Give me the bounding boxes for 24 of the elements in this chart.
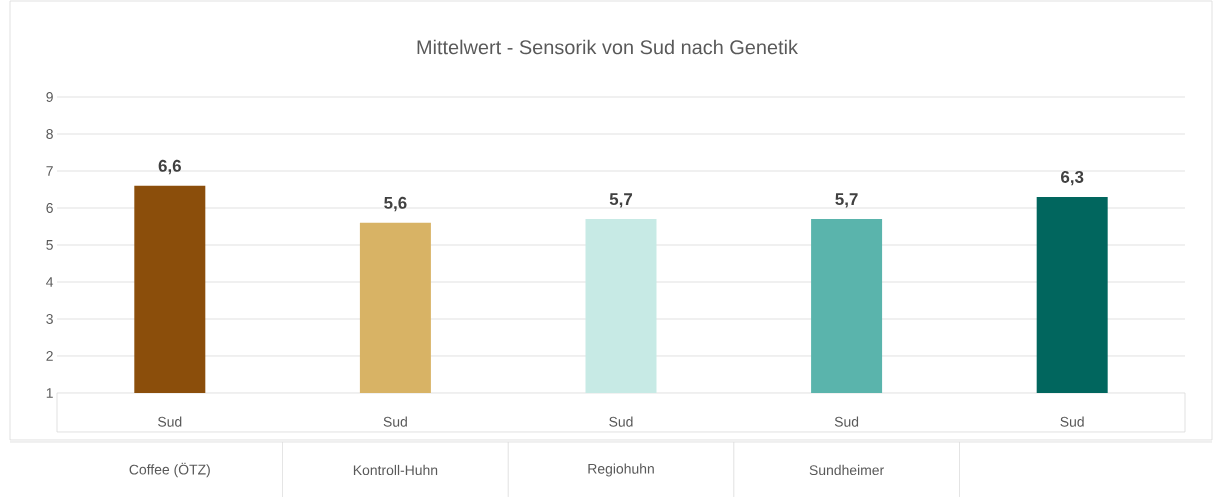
x-tick-label: Kontroll-Huhn — [353, 464, 438, 476]
y-tick-label: 5 — [46, 240, 53, 250]
text: Sud — [1060, 416, 1084, 427]
text: Sud — [383, 416, 407, 427]
data-label: 6,6 — [158, 159, 181, 175]
y-tick-label: 4 — [46, 277, 54, 287]
data-label: 6,3 — [1061, 170, 1084, 186]
y-tick-label: 7 — [46, 166, 53, 176]
y-tick-label: 3 — [46, 314, 53, 324]
x-tick-label: Regiohuhn — [588, 463, 654, 477]
series-label: Sud — [158, 416, 182, 427]
data-label: 5,7 — [609, 193, 633, 208]
text: Sud — [834, 416, 859, 427]
y-tick-label: 1 — [46, 388, 53, 398]
text: Sud — [609, 416, 633, 427]
data-label: 5,7 — [835, 193, 858, 208]
data-label: 5,6 — [384, 196, 407, 212]
chart-title: Mittelwert - Sensorik von Sud nach Genetik — [417, 39, 798, 55]
y-tick-label: 6 — [46, 203, 53, 213]
x-tick-label: Coffee (ÖTZ) — [129, 462, 210, 478]
x-tick-label: Sundheimer — [809, 464, 884, 476]
y-tick-label: 2 — [46, 351, 53, 361]
y-tick-label: 8 — [46, 129, 53, 139]
y-tick-label: 9 — [46, 92, 53, 102]
